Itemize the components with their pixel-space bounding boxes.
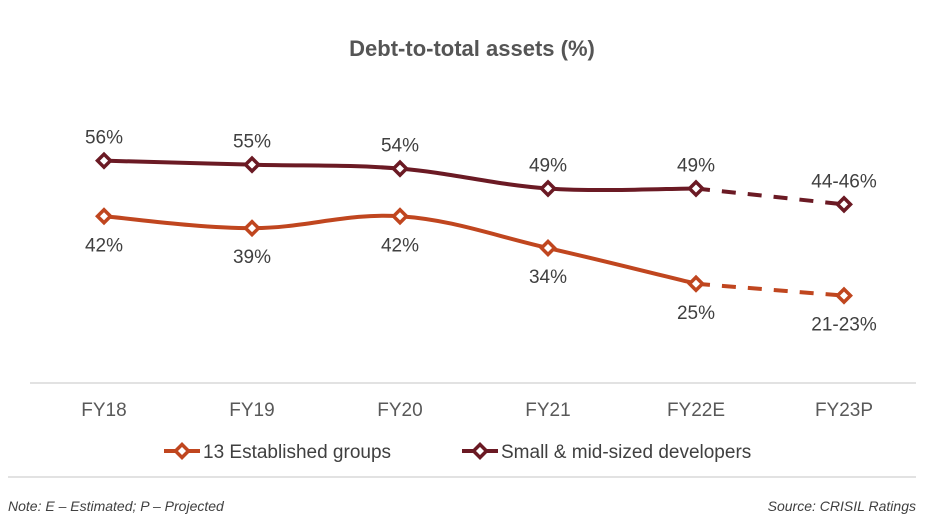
series-line-projected: [695, 281, 845, 298]
legend-item-small-mid-sized-developers: Small & mid-sized developers: [462, 442, 751, 463]
source-note: Source: CRISIL Ratings: [768, 498, 916, 514]
series-small-mid-sized-developers: [95, 151, 853, 214]
x-tick-layer: FY18 FY19 FY20 FY21 FY22E FY23P: [81, 400, 873, 421]
data-label: 34%: [529, 267, 567, 288]
data-label: 25%: [677, 303, 715, 324]
data-point-marker: [243, 219, 261, 238]
data-point-marker: [835, 195, 853, 214]
data-label: 21-23%: [811, 315, 877, 336]
legend-label: 13 Established groups: [203, 442, 391, 463]
legend-marker-icon: [471, 442, 489, 460]
data-point-marker: [835, 286, 853, 305]
series-layer: [95, 151, 853, 305]
data-point-marker: [95, 151, 113, 170]
data-label: 44-46%: [811, 171, 877, 192]
legend-item-13-established-groups: 13 Established groups: [164, 442, 391, 463]
legend-marker-icon: [173, 442, 191, 460]
data-label: 42%: [85, 235, 123, 256]
data-point-marker: [243, 155, 261, 174]
data-label: 56%: [85, 128, 123, 149]
data-point-marker: [95, 207, 113, 226]
data-label: 39%: [233, 247, 271, 268]
data-point-marker: [391, 207, 409, 226]
x-tick-label: FY22E: [667, 400, 725, 421]
x-tick-label: FY21: [525, 400, 570, 421]
data-point-marker: [687, 179, 705, 198]
data-point-marker: [391, 159, 409, 178]
data-point-marker: [539, 239, 557, 257]
data-point-marker: [687, 274, 705, 293]
data-point-marker: [539, 179, 557, 198]
legend: 13 Established groups Small & mid-sized d…: [164, 442, 751, 463]
data-label: 54%: [381, 136, 419, 157]
data-label-layer: 42% 39% 42% 34% 25% 21-23% 56% 55% 54% 49% 49% 44-4…: [85, 128, 877, 336]
x-tick-label: FY19: [229, 400, 274, 421]
data-label: 55%: [233, 132, 271, 153]
x-tick-label: FY18: [81, 400, 126, 421]
legend-label: Small & mid-sized developers: [501, 442, 751, 463]
data-label: 49%: [677, 155, 715, 176]
series-13-established-groups: [95, 207, 853, 305]
x-tick-label: FY20: [377, 400, 422, 421]
x-tick-label: FY23P: [815, 400, 873, 421]
data-label: 49%: [529, 155, 567, 176]
footnote: Note: E – Estimated; P – Projected: [8, 498, 225, 514]
chart-title: Debt-to-total assets (%): [349, 36, 595, 61]
data-label: 42%: [381, 235, 419, 256]
